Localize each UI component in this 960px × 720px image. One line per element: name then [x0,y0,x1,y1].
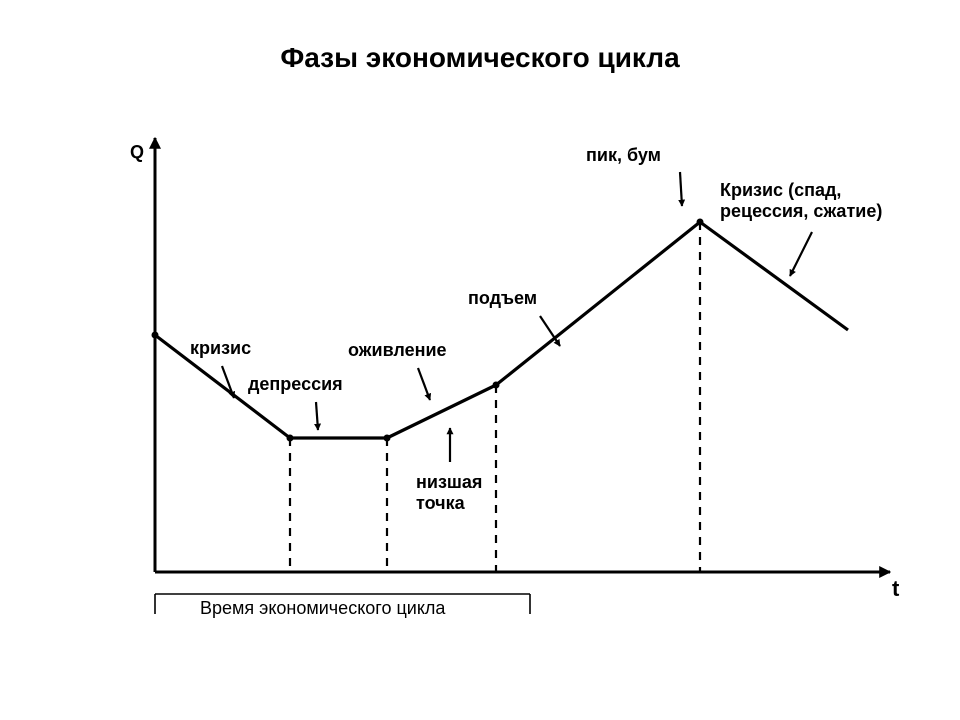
annotation-label-peak: пик, бум [586,145,661,166]
annotation-arrow-revive [418,368,430,400]
annotation-label-lowpt: низшая точка [416,472,482,513]
y-axis-label: Q [130,142,144,163]
annotation-label-depr: депрессия [248,374,343,395]
curve-point [384,435,391,442]
annotation-arrow-crisis1 [222,366,234,398]
annotation-arrow-peak [680,172,682,206]
curve-point [493,382,500,389]
diagram-stage: Фазы экономического цикла QtВремя эконом… [0,0,960,720]
annotation-label-rise: подъем [468,288,537,309]
curve-point [697,219,704,226]
curve-point [287,435,294,442]
curve-point [152,332,159,339]
diagram-svg [0,0,960,720]
cycle-duration-label: Время экономического цикла [200,598,445,619]
cycle-curve [155,222,848,438]
annotation-label-revive: оживление [348,340,447,361]
annotation-label-crisis2: Кризис (спад, рецессия, сжатие) [720,180,882,221]
annotation-label-crisis1: кризис [190,338,251,359]
annotation-arrow-crisis2 [790,232,812,276]
x-axis-label: t [892,576,899,601]
annotation-arrow-depr [316,402,318,430]
